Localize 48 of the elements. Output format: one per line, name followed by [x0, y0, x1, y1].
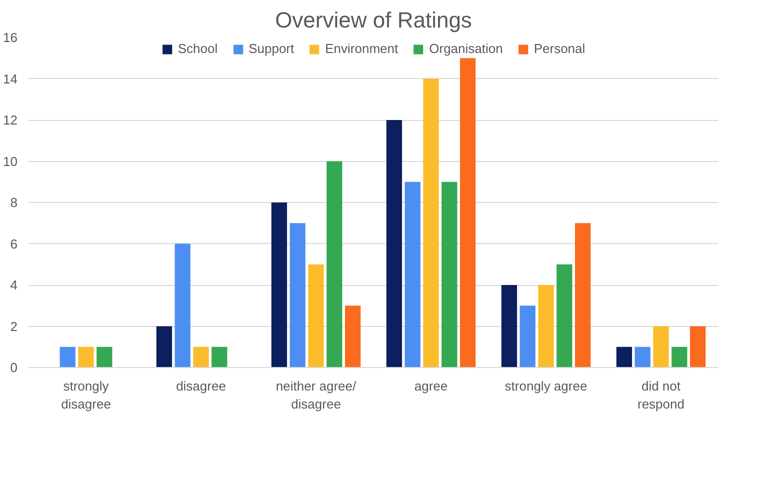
- bar: [690, 326, 706, 368]
- chart-title: Overview of Ratings: [275, 8, 472, 32]
- bar: [156, 326, 172, 368]
- bar: [574, 223, 591, 368]
- bar: [344, 306, 361, 368]
- x-tick-label: disagree: [176, 378, 226, 394]
- legend-label: Personal: [534, 41, 586, 56]
- bar: [174, 244, 190, 368]
- x-tick-label: neither agree/ disagree: [276, 378, 356, 412]
- legend-label: School: [178, 41, 218, 56]
- y-tick-label: 6: [10, 236, 18, 252]
- y-tick-label: 14: [3, 71, 18, 86]
- bar: [308, 264, 324, 368]
- bar: [386, 120, 402, 368]
- bar: [672, 346, 688, 368]
- y-tick-label: 10: [3, 154, 18, 169]
- bar: [271, 202, 288, 368]
- legend-label: Support: [248, 41, 294, 56]
- x-tick-label: did not respond: [638, 378, 684, 412]
- legend-label: Environment: [325, 41, 398, 56]
- y-tick-label: 8: [10, 195, 18, 210]
- bar: [556, 264, 572, 368]
- bar: [193, 346, 209, 368]
- bar: [423, 78, 439, 368]
- bar: [616, 346, 632, 368]
- x-tick-label: strongly agree: [504, 378, 588, 394]
- y-tick-label: 16: [3, 30, 18, 45]
- bar: [404, 182, 420, 368]
- bar: [653, 326, 669, 368]
- y-tick-label: 4: [10, 278, 18, 292]
- bar: [460, 58, 476, 368]
- y-tick-label: 12: [3, 112, 18, 128]
- bar: [326, 161, 342, 368]
- bar: [290, 223, 306, 368]
- bar: [520, 306, 536, 368]
- bar: [538, 285, 554, 368]
- y-tick-label: 2: [10, 318, 18, 334]
- bar: [442, 182, 458, 368]
- bar: [212, 346, 228, 368]
- x-tick-label: agree: [414, 378, 448, 394]
- x-tick-label: strongly disagree: [61, 378, 111, 412]
- legend-label: Organisation: [429, 41, 503, 56]
- bar: [501, 285, 518, 368]
- y-tick-label: 0: [10, 360, 18, 375]
- bar: [96, 346, 112, 368]
- bar: [60, 346, 76, 368]
- bar: [634, 346, 650, 368]
- bar: [78, 346, 94, 368]
